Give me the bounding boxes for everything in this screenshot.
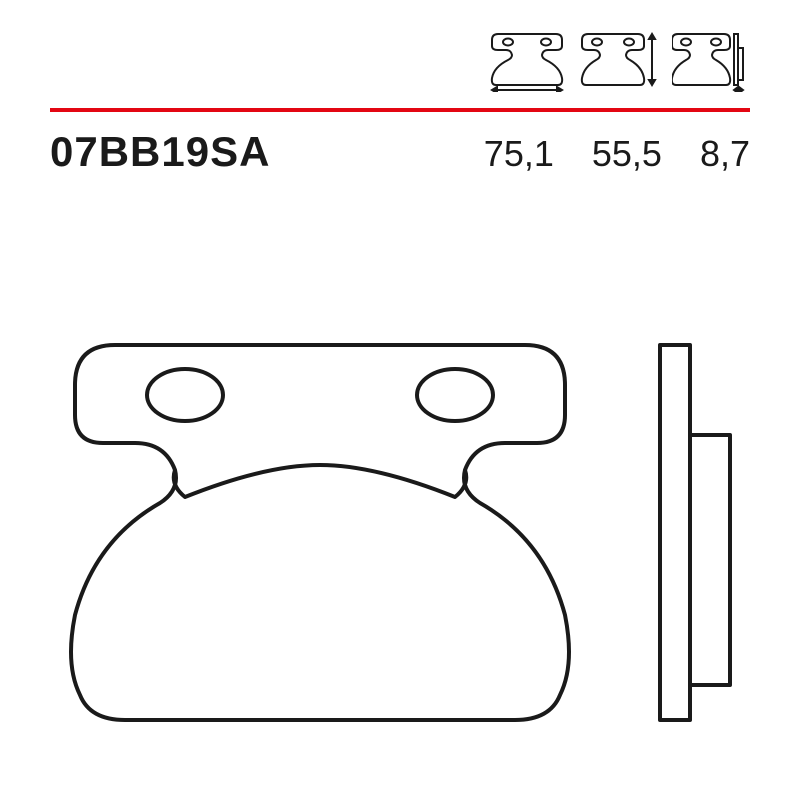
brake-pad-side-view — [640, 315, 750, 745]
pad-thickness-icon — [672, 30, 750, 92]
divider-rule — [50, 108, 750, 112]
friction-profile — [690, 435, 730, 685]
dimension-thickness: 8,7 — [700, 133, 750, 175]
dimension-height: 55,5 — [592, 133, 662, 175]
backplate-profile — [660, 345, 690, 720]
dimension-icons-row — [488, 30, 750, 92]
part-number: 07BB19SA — [50, 128, 270, 176]
brake-pad-front-view — [50, 315, 590, 745]
pad-outline — [71, 345, 569, 720]
mounting-hole-right — [417, 369, 493, 421]
pad-width-icon — [488, 30, 566, 92]
technical-drawings — [50, 315, 750, 745]
spec-row: 07BB19SA 75,1 55,5 8,7 — [50, 128, 750, 176]
pad-height-icon — [580, 30, 658, 92]
dimension-width: 75,1 — [484, 133, 554, 175]
mounting-hole-left — [147, 369, 223, 421]
product-spec-card: 07BB19SA 75,1 55,5 8,7 — [0, 0, 800, 800]
friction-surface-line — [174, 465, 467, 497]
dimensions-group: 75,1 55,5 8,7 — [484, 133, 750, 175]
